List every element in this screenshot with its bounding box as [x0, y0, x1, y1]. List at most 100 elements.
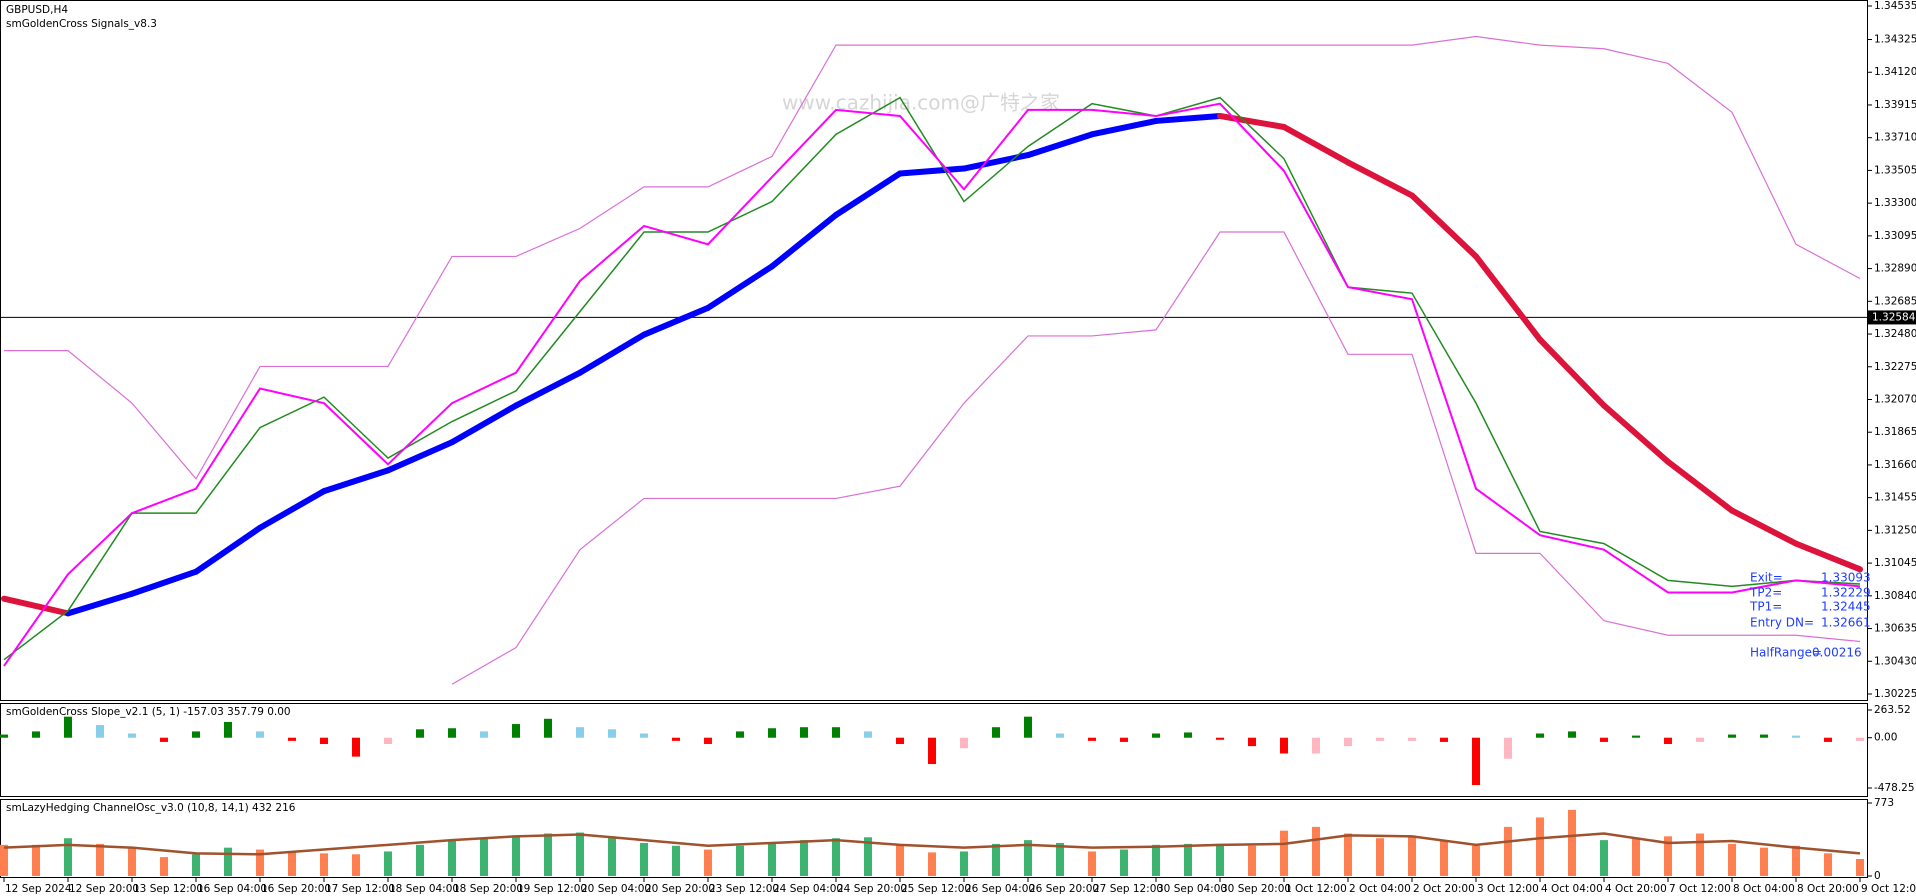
y-tick-label: -478.25	[1874, 782, 1915, 794]
bar	[1408, 835, 1416, 876]
bar	[128, 733, 136, 738]
bar	[1792, 845, 1800, 876]
ma-segment	[1473, 253, 1543, 343]
bar	[1664, 737, 1672, 745]
ma-segment	[1025, 131, 1095, 159]
info-label: Entry DN=	[1750, 616, 1814, 630]
bar	[256, 731, 264, 738]
bar	[768, 728, 776, 738]
ma-segment	[1601, 402, 1671, 465]
ma-segment	[65, 590, 135, 617]
bar	[928, 737, 936, 764]
y-tick-label: 1.30430	[1874, 655, 1916, 667]
bar	[1216, 843, 1224, 876]
x-tick-label: 24 Sep 20:00	[837, 883, 907, 895]
bar	[1856, 859, 1864, 876]
bar	[1376, 838, 1384, 876]
ma-segment	[897, 165, 967, 177]
bar	[1312, 826, 1320, 876]
bar	[64, 838, 72, 876]
x-tick-label: 18 Sep 20:00	[453, 883, 523, 895]
y-tick-label: 1.31660	[1874, 459, 1916, 471]
bar	[384, 851, 392, 876]
current-price-box	[1868, 310, 1916, 325]
bar	[0, 734, 8, 738]
y-tick-label: 1.34120	[1874, 66, 1916, 78]
bar	[320, 737, 328, 745]
x-tick-label: 1 Oct 12:00	[1285, 883, 1347, 895]
x-tick-label: 2 Oct 20:00	[1413, 883, 1475, 895]
x-tick-label: 18 Sep 04:00	[389, 883, 459, 895]
ma-segment	[1089, 117, 1159, 138]
y-tick-label: 773	[1874, 797, 1894, 809]
y-tick-label: 1.32890	[1874, 263, 1916, 275]
bar	[1344, 833, 1352, 876]
ma-segment	[129, 568, 199, 597]
bar	[1472, 845, 1480, 876]
bar	[1024, 840, 1032, 876]
y-tick-label: 0	[1874, 870, 1881, 882]
x-tick-label: 4 Oct 04:00	[1541, 883, 1603, 895]
bar	[1792, 735, 1800, 738]
ma-segment	[385, 439, 455, 474]
ma-segment	[577, 331, 647, 376]
y-tick-label: 1.33095	[1874, 230, 1916, 242]
bar	[320, 853, 328, 876]
bar	[1472, 737, 1480, 786]
y-tick-label: 1.32275	[1874, 361, 1916, 373]
bar	[512, 724, 520, 738]
y-tick-label: 1.33915	[1874, 99, 1916, 111]
bar	[1568, 731, 1576, 738]
bar	[416, 844, 424, 876]
bar	[1536, 733, 1544, 738]
indicator-name: smGoldenCross Signals_v8.3	[6, 18, 157, 30]
bar	[1824, 737, 1832, 742]
bar	[1280, 737, 1288, 754]
y-tick-label: 1.33300	[1874, 197, 1916, 209]
bar	[736, 731, 744, 738]
y-tick-label: 1.31455	[1874, 492, 1916, 504]
bar	[544, 833, 552, 876]
x-tick-label: 16 Sep 04:00	[197, 883, 267, 895]
bar	[960, 851, 968, 876]
bar	[384, 737, 392, 745]
bar	[1216, 737, 1224, 740]
bar	[1088, 737, 1096, 741]
bar	[416, 729, 424, 738]
bar	[1824, 853, 1832, 876]
bar	[1280, 830, 1288, 876]
bar	[1184, 732, 1192, 738]
y-tick-label: 1.33505	[1874, 164, 1916, 176]
bar	[768, 842, 776, 876]
bar	[96, 843, 104, 876]
bar	[1664, 836, 1672, 876]
y-tick-label: 1.31250	[1874, 524, 1916, 536]
info-label: TP1=	[1749, 600, 1782, 614]
bar	[32, 844, 40, 876]
bar	[1856, 737, 1864, 741]
bar	[800, 840, 808, 876]
bar	[1408, 737, 1416, 741]
ma-segment	[1281, 123, 1351, 166]
bar	[448, 728, 456, 738]
bar	[1056, 842, 1064, 876]
bar	[992, 843, 1000, 876]
info-label: Exit=	[1750, 571, 1783, 585]
bar	[448, 840, 456, 876]
info-value: 1.33093	[1821, 571, 1871, 585]
y-tick-label: 1.31045	[1874, 557, 1916, 569]
x-tick-label: 8 Oct 20:00	[1797, 883, 1859, 895]
bar	[832, 727, 840, 738]
bar	[192, 731, 200, 738]
y-tick-label: 1.32685	[1874, 295, 1916, 307]
bar	[1184, 843, 1192, 876]
osc-panel-frame	[0, 799, 1868, 878]
x-tick-label: 3 Oct 12:00	[1477, 883, 1539, 895]
bar	[1632, 735, 1640, 738]
bar	[1056, 733, 1064, 738]
x-tick-label: 12 Sep 2024	[5, 883, 72, 895]
bar	[1312, 737, 1320, 754]
bar	[160, 737, 168, 742]
